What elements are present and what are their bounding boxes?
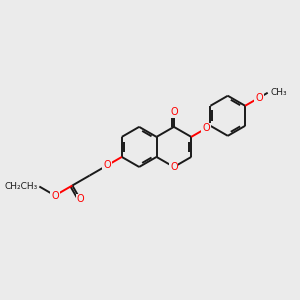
Text: CH₂CH₃: CH₂CH₃ (4, 182, 38, 191)
Text: CH₃: CH₃ (271, 88, 287, 97)
Text: O: O (170, 107, 178, 117)
Text: O: O (51, 190, 59, 200)
Text: O: O (202, 123, 210, 134)
Text: O: O (170, 162, 178, 172)
Text: O: O (103, 160, 111, 170)
Text: O: O (76, 194, 84, 204)
Text: O: O (255, 93, 263, 103)
